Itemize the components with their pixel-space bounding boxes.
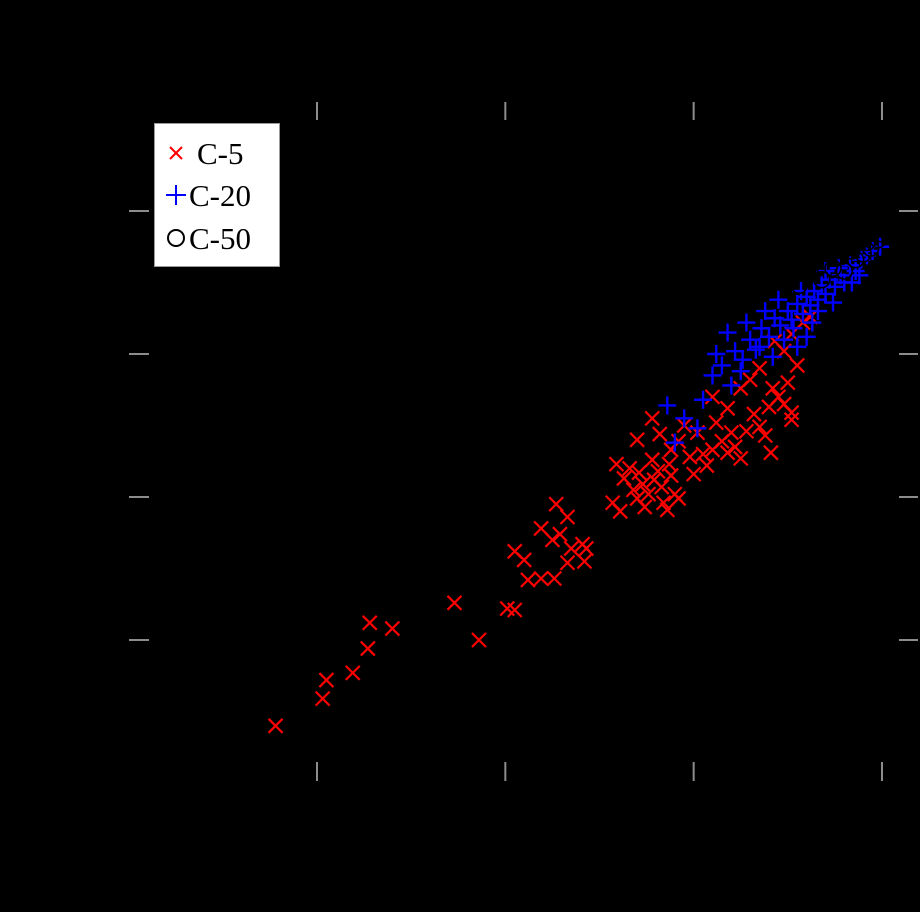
legend: C-5 C-20 C-50 [154, 123, 280, 267]
plus-marker-icon [161, 180, 191, 210]
x-marker-icon [161, 138, 191, 168]
series-c-50 [775, 225, 891, 295]
legend-item-c50: C-50 [155, 218, 281, 258]
legend-label: C-20 [189, 177, 251, 213]
legend-label: C-50 [189, 220, 251, 256]
circle-marker-icon [161, 223, 191, 253]
legend-label: C-5 [197, 135, 244, 171]
data-series [267, 225, 891, 734]
legend-item-c5: C-5 [155, 133, 281, 173]
legend-item-c20: C-20 [155, 175, 281, 215]
axis-ticks [129, 102, 918, 781]
series-c-20 [658, 237, 890, 452]
series-c-5 [267, 309, 819, 734]
